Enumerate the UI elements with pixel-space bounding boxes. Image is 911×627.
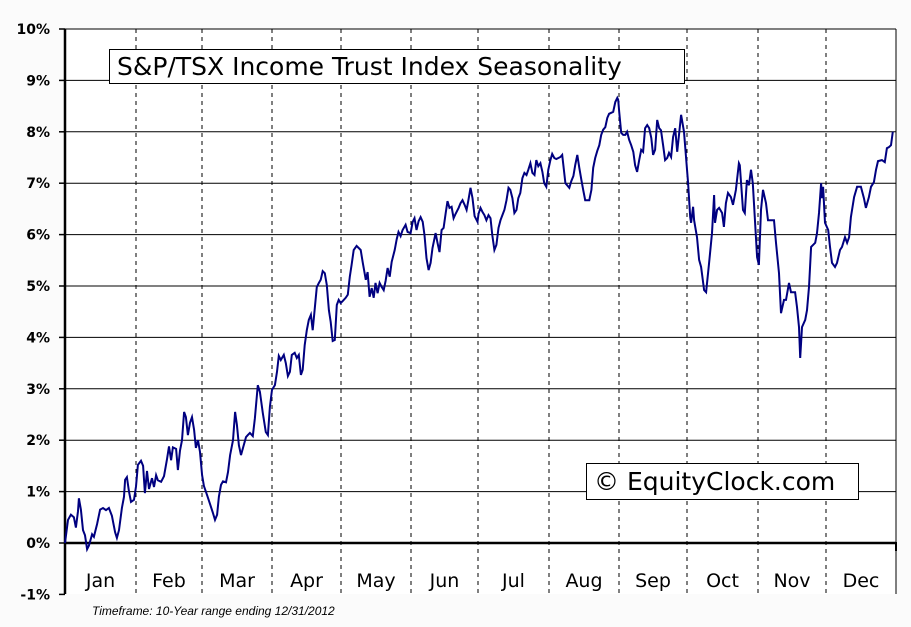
month-label-jun: Jun <box>429 570 460 592</box>
y-axis-tick-labels: 10% 9% 8% 7% 6% 5% 4% 3% 2% 1% 0% -1% <box>16 22 50 603</box>
y-tick-label: 10% <box>16 22 50 38</box>
month-label-mar: Mar <box>219 570 255 592</box>
month-label-jul: Jul <box>501 570 525 592</box>
y-tick-label: 5% <box>26 279 50 295</box>
timeframe-footnote: Timeframe: 10-Year range ending 12/31/20… <box>92 604 335 618</box>
month-label-jan: Jan <box>85 570 115 592</box>
month-label-feb: Feb <box>152 570 186 592</box>
month-label-sep: Sep <box>635 570 671 592</box>
y-tick-label: -1% <box>20 587 50 603</box>
month-label-oct: Oct <box>706 570 739 592</box>
y-tick-label: 7% <box>26 176 50 192</box>
chart-title: S&P/TSX Income Trust Index Seasonality <box>109 49 685 84</box>
y-tick-label: 4% <box>26 330 50 346</box>
y-tick-label: 1% <box>26 485 50 501</box>
x-axis-month-labels: Jan Feb Mar Apr May Jun Jul Aug Sep Oct Nov Dec <box>85 570 880 592</box>
y-tick-label: 2% <box>26 433 50 449</box>
month-label-dec: Dec <box>843 570 880 592</box>
seasonality-line <box>64 95 894 553</box>
y-tick-label: 6% <box>26 228 50 244</box>
month-label-apr: Apr <box>290 570 323 592</box>
y-tick-label: 3% <box>26 382 50 398</box>
equityclock-watermark: © EquityClock.com <box>586 463 859 500</box>
month-label-may: May <box>356 570 395 592</box>
y-tick-label: 9% <box>26 73 50 89</box>
y-tick-label: 0% <box>26 536 50 552</box>
month-label-nov: Nov <box>773 570 810 592</box>
plot-area <box>65 29 896 594</box>
month-label-aug: Aug <box>565 570 602 592</box>
month-divider-gridlines <box>135 29 897 594</box>
y-tick-label: 8% <box>26 125 50 141</box>
